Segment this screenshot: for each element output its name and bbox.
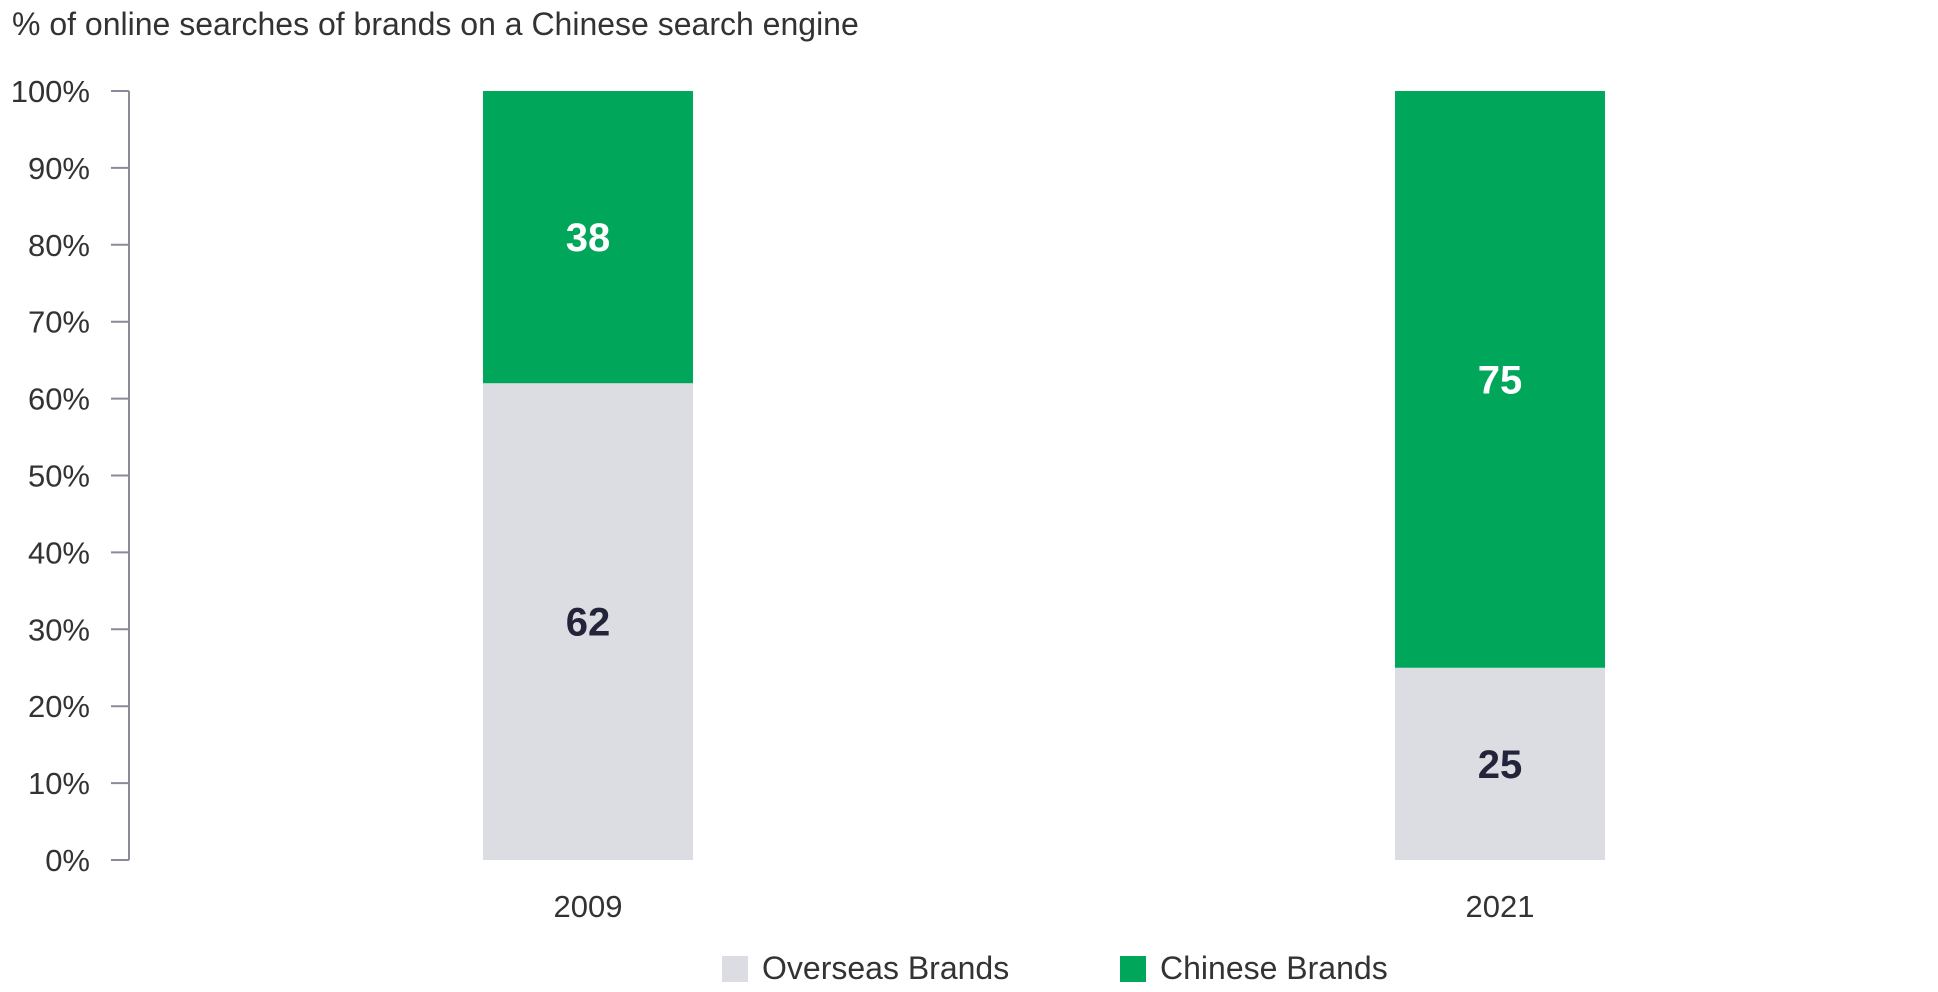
- y-tick-label: 100%: [11, 74, 90, 109]
- data-label: 62: [566, 601, 611, 645]
- legend: Overseas Brands Chinese Brands: [0, 950, 1938, 992]
- x-axis-labels: 2009 2021: [554, 889, 1535, 924]
- y-tick-label: 90%: [28, 151, 90, 186]
- bar-segment-2009-0: [483, 383, 693, 860]
- legend-label: Overseas Brands: [762, 950, 1010, 986]
- y-axis: 0% 10% 20% 30% 40% 50% 60% 70% 80% 90% 100%: [11, 74, 130, 878]
- y-tick-label: 70%: [28, 305, 90, 340]
- bars: [483, 91, 1605, 860]
- data-labels: 62 38 25 75: [566, 216, 1523, 787]
- y-tick-label: 40%: [28, 535, 90, 570]
- legend-item-overseas-brands: Overseas Brands: [722, 950, 1009, 987]
- data-label: 75: [1478, 358, 1523, 402]
- bar-segment-2021-0: [1395, 667, 1605, 860]
- y-axis-title: % of online searches of brands on a Chin…: [12, 6, 859, 42]
- x-category-label: 2009: [554, 889, 623, 924]
- y-tick-label: 30%: [28, 612, 90, 647]
- stacked-bar-chart: 0% 10% 20% 30% 40% 50% 60% 70% 80% 90% 100% 62 38 25…: [11, 74, 1605, 924]
- legend-item-chinese-brands: Chinese Brands: [1120, 950, 1388, 987]
- data-label: 25: [1478, 743, 1523, 787]
- y-tick-label: 10%: [28, 766, 90, 801]
- y-tick-label: 50%: [28, 459, 90, 494]
- legend-label: Chinese Brands: [1160, 950, 1388, 986]
- y-tick-label: 0%: [45, 843, 90, 878]
- y-tick-label: 60%: [28, 382, 90, 417]
- data-label: 38: [566, 216, 611, 260]
- y-tick-label: 80%: [28, 228, 90, 263]
- x-category-label: 2021: [1466, 889, 1535, 924]
- bar-segment-2021-1: [1395, 91, 1605, 668]
- legend-swatch: [722, 955, 748, 982]
- legend-swatch: [1120, 955, 1146, 982]
- bar-segment-2009-1: [483, 91, 693, 384]
- y-tick-label: 20%: [28, 689, 90, 724]
